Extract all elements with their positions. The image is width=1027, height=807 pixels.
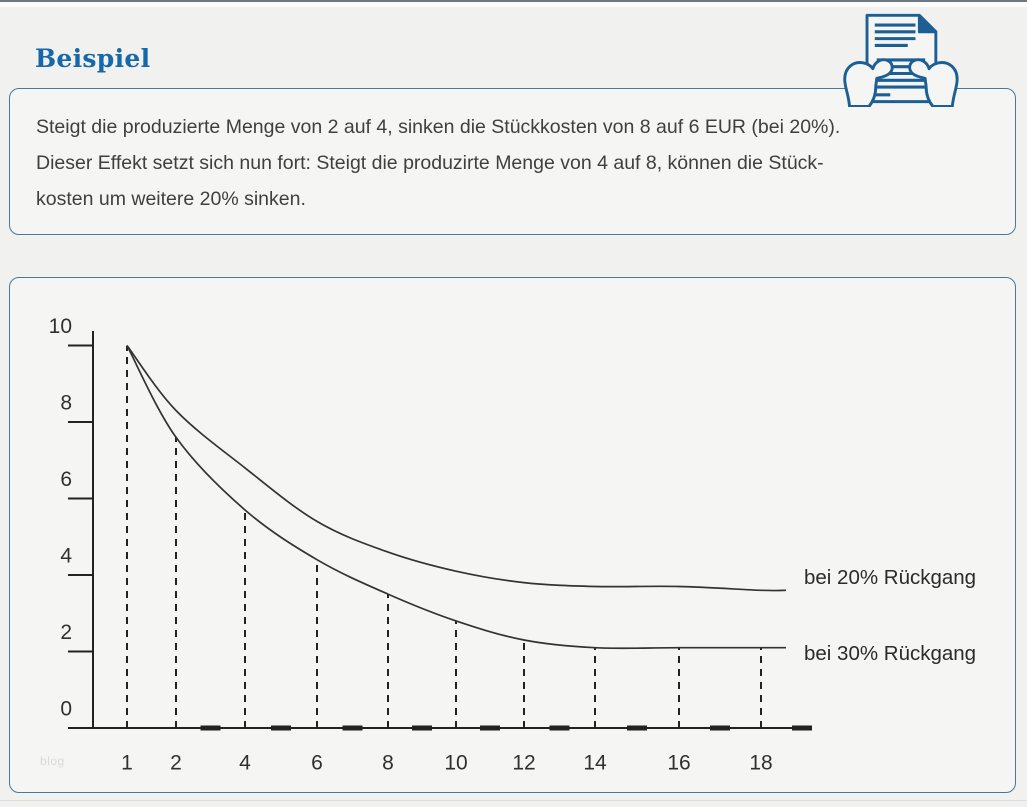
y-axis-label: 2 [60,621,72,644]
example-text-line: Steigt die produzierte Menge von 2 auf 4… [36,116,841,138]
document-in-hands-icon-svg [843,13,959,108]
x-axis-dash-mark [710,725,730,731]
y-axis-label: 10 [49,315,72,338]
x-axis-label: 14 [583,751,607,774]
example-text-line: kosten um weitere 20% sinken. [36,188,306,210]
chart-box: 0 2 4 6 8 10 1 2 4 6 8 10 12 14 16 18 bei 20% Rückgang be… [9,277,1016,793]
curve-label-20-percent: bei 20% Rückgang [804,566,976,589]
curve-30-percent [126,345,786,650]
x-axis-dash-mark [412,725,432,731]
x-axis-label: 4 [239,751,251,774]
x-axis-label: 12 [512,751,535,774]
document-in-hands-icon [836,9,962,108]
x-axis-dash-mark [792,725,812,731]
x-axis-dash-mark [271,725,291,731]
x-axis-dash-mark [627,725,647,731]
example-text-line: Dieser Effekt setzt sich nun fort: Steig… [36,152,824,174]
x-axis-label: 18 [749,751,772,774]
x-axis-label: 16 [667,751,690,774]
x-axis-label: 10 [444,751,467,774]
y-axis-label: 0 [60,698,72,721]
x-axis-dash-mark [480,725,500,731]
x-axis-label: 1 [121,751,133,774]
left-hand [843,58,894,108]
example-text-box: Steigt die produzierte Menge von 2 auf 4… [9,88,1016,235]
x-axis-label: 8 [382,751,394,774]
watermark: blog [40,754,65,768]
page-top-border [0,0,1027,2]
y-axis-label: 6 [60,468,72,491]
x-axis-dash-mark [200,725,221,731]
x-axis-label: 2 [170,751,182,774]
x-axis-dash-mark [342,725,363,731]
paper-fold [917,13,938,34]
page-bottom-rule [0,800,1027,801]
y-axis-label: 8 [60,392,72,415]
page-top-highlight [0,2,1027,7]
x-axis-label: 6 [311,751,323,774]
curve-20-percent [126,344,787,592]
x-axis-dash-mark [549,725,570,731]
y-axis-label: 4 [60,545,72,568]
curve-label-30-percent: bei 30% Rückgang [804,642,976,665]
page-title: Beispiel [35,44,151,73]
right-hand [908,58,959,108]
